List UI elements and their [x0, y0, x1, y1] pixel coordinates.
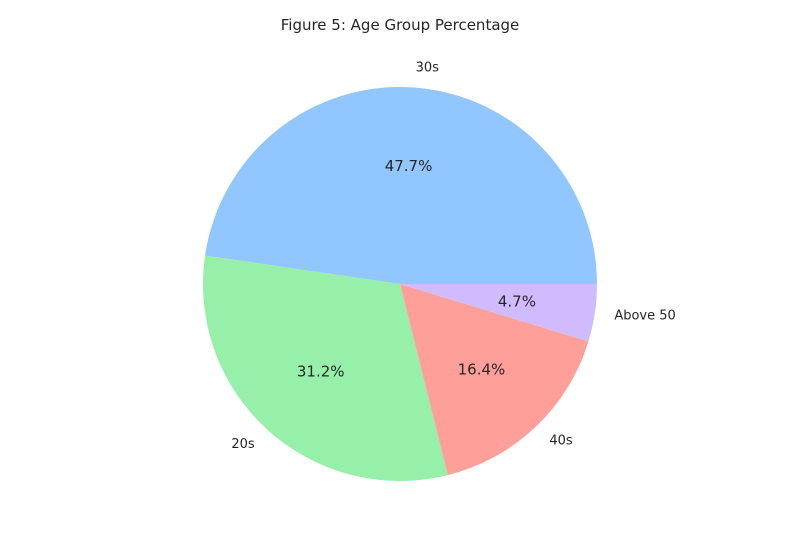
pie-slice-20s [203, 255, 448, 481]
percentage-label-30s: 47.7% [385, 157, 433, 175]
percentage-label-above-50: 4.7% [498, 292, 536, 310]
percentage-label-40s: 16.4% [458, 361, 506, 379]
chart-title: Figure 5: Age Group Percentage [281, 16, 520, 34]
pie-slice-above-50 [400, 284, 597, 342]
pie-slice-30s [205, 86, 597, 284]
percentage-label-20s: 31.2% [297, 363, 345, 381]
category-labels: 30s 20s 40s Above 50 [231, 60, 675, 452]
pie-slice-40s [400, 284, 589, 476]
category-label-30s: 30s [416, 60, 440, 75]
percentage-labels: 47.7% 31.2% 16.4% 4.7% [297, 157, 536, 381]
pie-slices [203, 86, 597, 481]
category-label-above-50: Above 50 [614, 308, 675, 323]
category-label-20s: 20s [231, 437, 255, 452]
category-label-40s: 40s [549, 434, 573, 449]
